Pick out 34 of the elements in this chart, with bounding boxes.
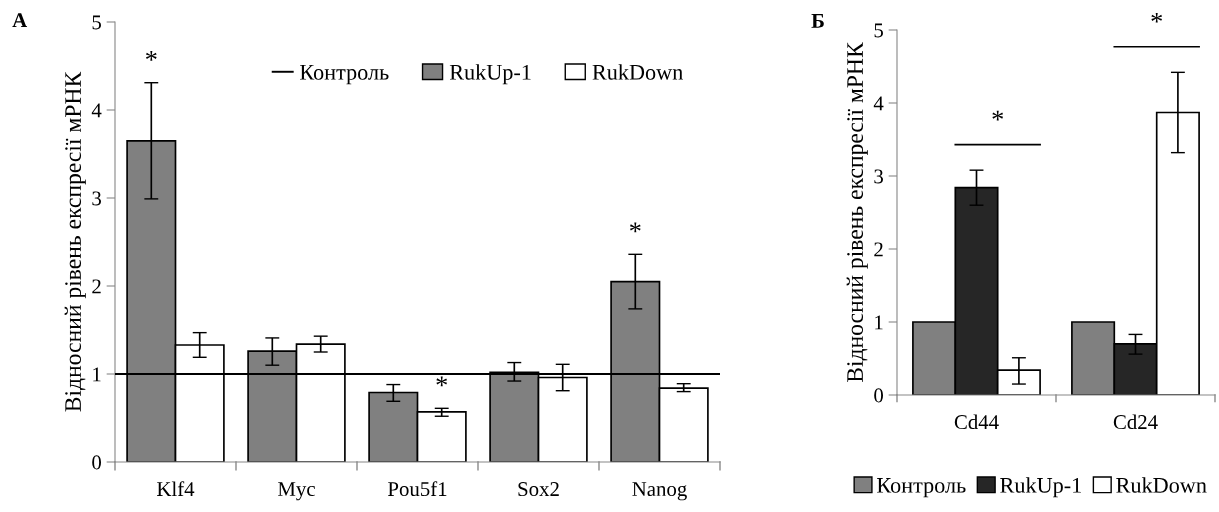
legend-label: RukUp-1	[449, 64, 531, 85]
x-tick-label: Cd44	[954, 414, 999, 430]
x-tick-label: Nanog	[632, 482, 687, 501]
y-tick-label: 3	[874, 169, 883, 184]
y-tick-label: 4	[91, 103, 102, 118]
chart-title: Б	[811, 14, 824, 28]
y-tick-label: 3	[92, 191, 101, 206]
x-tick-label: Pou5f1	[388, 481, 447, 497]
annotation: *	[992, 110, 1004, 121]
y-tick-label: 1	[875, 315, 883, 330]
y-tick-label: 2	[874, 242, 883, 257]
annotation: *	[436, 376, 448, 387]
y-tick-label: 5	[92, 15, 101, 30]
x-tick-label: Myc	[278, 482, 315, 501]
legend-label: Контроль	[877, 478, 966, 498]
y-tick-label: 4	[873, 96, 884, 111]
y-axis-title: Відносний рівень експресії мРНК	[64, 71, 86, 412]
x-tick-label: Sox2	[518, 482, 559, 497]
y-tick-label: 5	[874, 23, 883, 38]
legend-label: RukDown	[592, 64, 683, 80]
text: *	[1151, 12, 1163, 23]
y-tick-label: 2	[92, 279, 101, 294]
annotation: *	[145, 51, 157, 61]
legend-label: RukUp-1	[1000, 477, 1081, 498]
y-tick-label: 1	[93, 367, 101, 382]
annotation: *	[629, 222, 641, 233]
legend-label: RukDown	[1116, 477, 1207, 493]
x-tick-label: Klf4	[157, 481, 195, 496]
y-tick-label: 0	[92, 455, 102, 470]
legend-label: Контроль	[300, 65, 389, 85]
chart-title: А	[12, 13, 28, 28]
y-axis-title: Відносний рівень експресії мРНК	[846, 42, 868, 383]
x-tick-label: Cd24	[1113, 414, 1158, 430]
y-tick-label: 0	[874, 388, 884, 403]
